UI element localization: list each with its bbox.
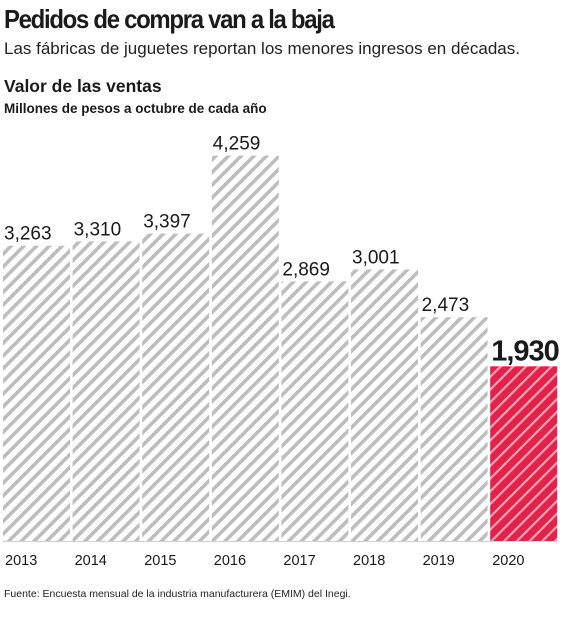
- page-title: Pedidos de compra van a la baja: [4, 4, 335, 34]
- bar-2014: [72, 241, 140, 541]
- x-tick-label-2015: 2015: [144, 553, 176, 569]
- x-tick-label-2019: 2019: [423, 553, 455, 569]
- x-tick-label-2014: 2014: [75, 553, 107, 569]
- bar-2016: [211, 155, 279, 541]
- bar-2020: [490, 366, 558, 541]
- value-label-2013: 3,263: [4, 224, 52, 245]
- x-tick-label-2020: 2020: [492, 553, 524, 569]
- chart-units-label: Millones de pesos a octubre de cada año: [4, 101, 267, 116]
- source-note: Fuente: Encuesta mensual de la industria…: [4, 588, 351, 600]
- page-subtitle: Las fábricas de juguetes reportan los me…: [4, 39, 520, 58]
- value-label-2015: 3,397: [143, 212, 191, 233]
- x-tick-label-2016: 2016: [214, 553, 246, 569]
- bar-2019: [420, 317, 488, 541]
- x-tick-label-2013: 2013: [5, 553, 37, 569]
- bar-2017: [281, 281, 349, 541]
- bar-2018: [351, 269, 418, 541]
- value-label-2020: 1,930: [491, 335, 559, 367]
- value-label-2016: 4,259: [213, 134, 261, 155]
- bar-2015: [142, 233, 210, 541]
- x-tick-label-2017: 2017: [283, 553, 315, 569]
- value-label-2014: 3,310: [74, 219, 122, 240]
- x-tick-label-2018: 2018: [353, 553, 385, 569]
- value-label-2019: 2,473: [422, 295, 470, 316]
- chart-title: Valor de las ventas: [4, 76, 162, 96]
- value-label-2018: 3,001: [352, 247, 400, 268]
- value-label-2017: 2,869: [282, 259, 330, 280]
- bar-2013: [3, 245, 70, 541]
